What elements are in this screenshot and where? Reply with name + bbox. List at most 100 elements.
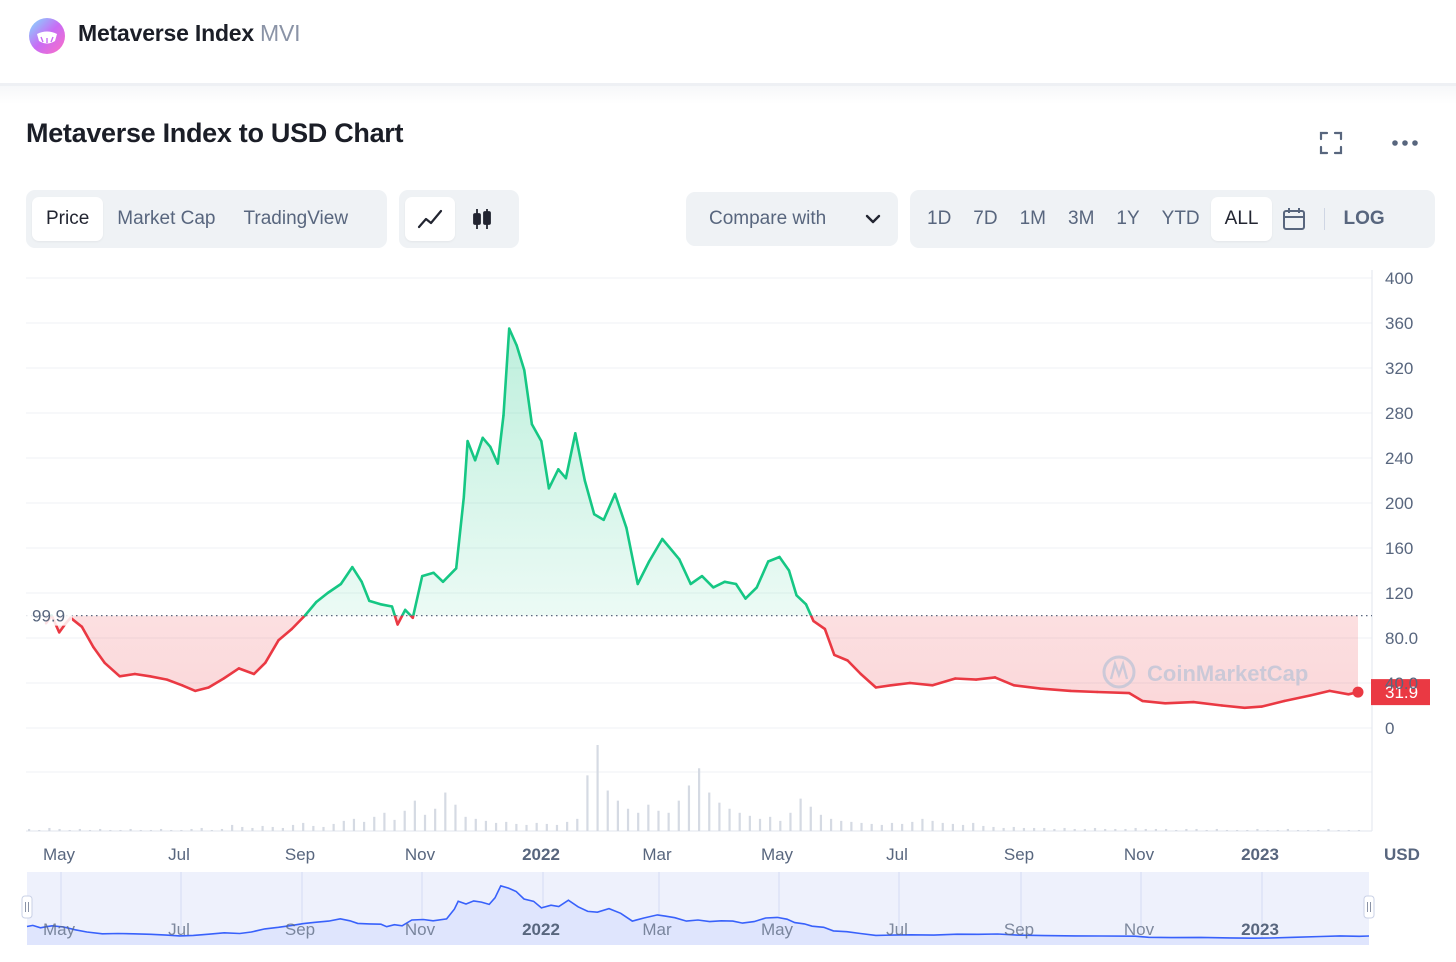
price-point [92, 645, 95, 649]
volume-bar [748, 815, 751, 831]
area-below-baseline [46, 615, 1358, 708]
x-tick-label: 2023 [1241, 845, 1279, 864]
tab-tradingview[interactable]: TradingView [243, 208, 349, 229]
volume-bar [139, 829, 142, 831]
fullscreen-button[interactable] [1316, 128, 1346, 158]
volume-bar [342, 820, 345, 831]
compare-with-dropdown[interactable]: Compare with [686, 192, 898, 246]
date-picker-button[interactable] [1272, 197, 1316, 241]
volume-bar [170, 829, 173, 831]
volume-bar [758, 818, 762, 831]
price-point [403, 608, 407, 612]
volume-bar [1286, 828, 1289, 831]
price-point [351, 565, 354, 569]
navigator-x-tick-label: Jul [168, 920, 190, 939]
x-tick-label: May [43, 845, 76, 864]
volume-bar [1073, 828, 1076, 831]
volume-bar [99, 828, 102, 831]
volume-bar [1012, 826, 1015, 831]
y-tick-label: 240 [1385, 449, 1413, 468]
range-ytd[interactable]: YTD [1161, 208, 1200, 229]
volume-bar [535, 822, 538, 831]
price-point [787, 569, 791, 572]
volume-bar [403, 810, 406, 831]
volume-bar [1134, 827, 1137, 831]
range-navigator[interactable]: May Jul Sep Nov 2022 Mar May Jul Sep Nov 2023 [21, 872, 1375, 945]
baseline-label-bg [26, 603, 72, 626]
volume-bar [982, 825, 985, 831]
range-1y[interactable]: 1Y [1116, 208, 1140, 229]
range-7d[interactable]: 7D [973, 208, 998, 229]
volume-bar [921, 818, 924, 831]
price-point [432, 571, 435, 574]
price-point [647, 560, 651, 563]
volume-bar [281, 827, 284, 831]
handle-grip [21, 895, 33, 919]
volume-bar [88, 829, 92, 831]
price-point [360, 580, 363, 583]
range-1d[interactable]: 1D [927, 208, 952, 229]
price-point [252, 672, 256, 676]
line-chart-button[interactable] [405, 197, 455, 241]
more-options-button[interactable] [1390, 128, 1420, 158]
volume-bar [911, 821, 914, 831]
price-point [700, 574, 704, 578]
volume-bar [840, 820, 843, 831]
range-all[interactable]: ALL [1210, 197, 1273, 241]
price-point [222, 677, 225, 680]
volume-bar [1083, 828, 1086, 831]
x-tick-label: May [761, 845, 794, 864]
coin-name: Metaverse Index MVI [78, 20, 301, 46]
y-tick-label: 360 [1385, 314, 1413, 333]
tab-market-cap[interactable]: Market Cap [117, 208, 216, 229]
volume-bar [586, 775, 589, 831]
price-point [396, 623, 399, 626]
price-point [564, 477, 568, 480]
price-point [462, 496, 465, 499]
price-point [778, 555, 781, 559]
price-point [1260, 705, 1263, 708]
price-point [540, 439, 543, 443]
price-chart[interactable]: 99.9 31.9 CoinMarketCap 400 360 320 280 240 20… [0, 255, 1456, 955]
price-point [1095, 690, 1099, 694]
y-tick-label: 280 [1385, 404, 1413, 423]
price-point [874, 686, 878, 689]
tab-price[interactable]: Price [32, 197, 104, 241]
current-price-label: 31.9 [1385, 683, 1418, 702]
price-point [148, 675, 152, 678]
log-scale-toggle[interactable]: LOG [1343, 208, 1385, 229]
volume-bar [494, 822, 498, 831]
price-point [1347, 693, 1350, 696]
price-point [678, 558, 681, 561]
y-tick-label: 40.0 [1385, 674, 1418, 693]
volume-bar [1154, 828, 1158, 831]
price-point [421, 574, 424, 578]
price-point [804, 603, 808, 606]
price-point [1069, 689, 1072, 693]
navigator-right-handle[interactable] [1363, 895, 1375, 919]
price-point [303, 614, 307, 617]
y-tick-label: 0 [1385, 719, 1394, 738]
price-point [954, 677, 957, 680]
x-tick-label: Jul [886, 845, 908, 864]
volume-bar [1307, 829, 1310, 831]
candlestick-button[interactable] [455, 197, 509, 241]
y-tick-label: 320 [1385, 359, 1413, 378]
range-3m[interactable]: 3M [1068, 208, 1095, 229]
price-point [411, 616, 414, 619]
price-point [165, 678, 169, 681]
price-point [264, 661, 267, 664]
volume-bar [1063, 827, 1066, 831]
volume-bar [1296, 829, 1300, 831]
volume-bar [413, 800, 416, 831]
volume-bar [515, 823, 518, 831]
volume-bar [799, 798, 802, 831]
y-tick-label: 160 [1385, 539, 1413, 558]
price-point [689, 582, 692, 586]
volume-bar [616, 800, 619, 831]
navigator-left-handle[interactable] [21, 895, 33, 919]
price-point [502, 414, 505, 417]
range-1m[interactable]: 1M [1019, 208, 1046, 229]
volume-bar [373, 816, 376, 831]
volume-bar [434, 808, 437, 831]
